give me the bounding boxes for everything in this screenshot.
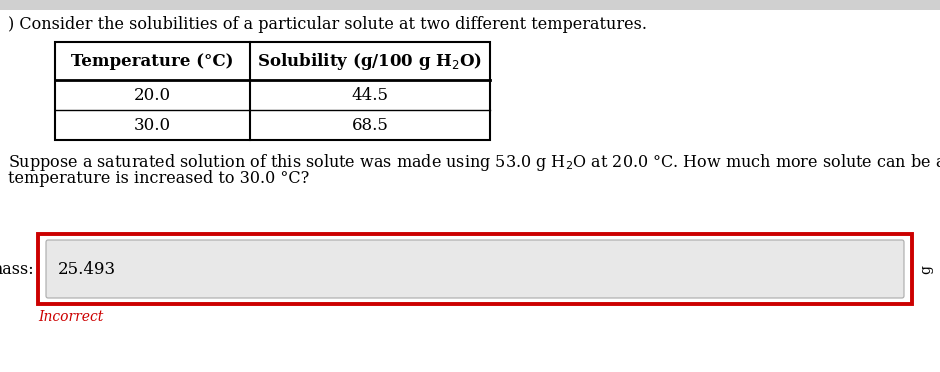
Text: Suppose a saturated solution of this solute was made using 53.0 g H$_2$O at 20.0: Suppose a saturated solution of this sol…	[8, 152, 940, 173]
Text: 44.5: 44.5	[352, 87, 388, 103]
Text: 20.0: 20.0	[133, 87, 171, 103]
Text: temperature is increased to 30.0 °C?: temperature is increased to 30.0 °C?	[8, 170, 309, 187]
Text: Incorrect: Incorrect	[38, 310, 103, 324]
FancyBboxPatch shape	[46, 240, 904, 298]
Text: Temperature (°C): Temperature (°C)	[71, 52, 234, 70]
Text: 68.5: 68.5	[352, 116, 388, 134]
Bar	[55, 42, 490, 140]
Text: 25.493: 25.493	[58, 260, 117, 278]
Bar	[0, 0, 940, 10]
Text: Solubility (g/100 g H$_2$O): Solubility (g/100 g H$_2$O)	[258, 51, 482, 71]
Text: g: g	[919, 264, 933, 273]
Text: 30.0: 30.0	[133, 116, 171, 134]
Text: mass:: mass:	[0, 260, 34, 278]
Bar	[38, 234, 912, 304]
Text: ) Consider the solubilities of a particular solute at two different temperatures: ) Consider the solubilities of a particu…	[8, 16, 647, 33]
